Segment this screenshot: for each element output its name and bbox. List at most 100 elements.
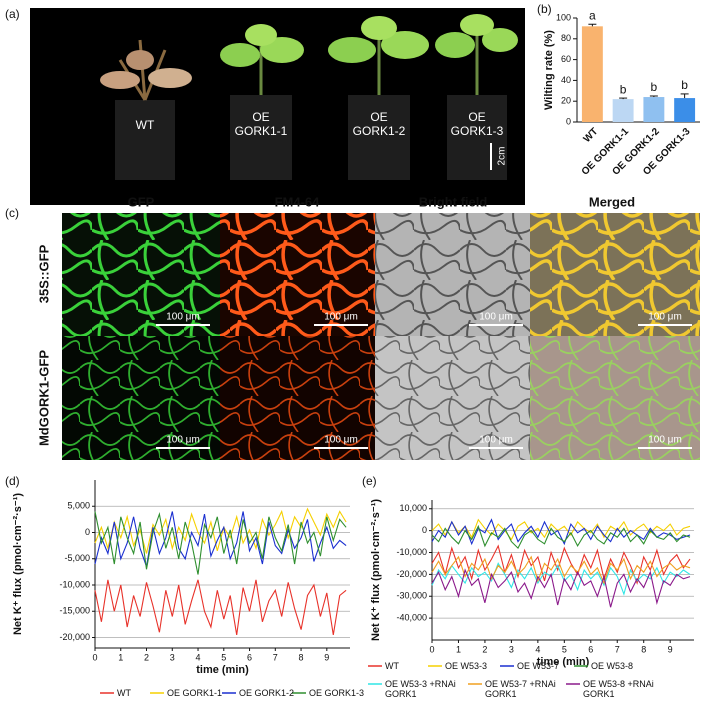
panel-label: (c) <box>5 206 19 220</box>
series-line <box>94 579 347 635</box>
x-tick-label: 0 <box>92 652 97 662</box>
scale-label: 100 μm <box>166 435 200 446</box>
significance-letter: a <box>589 8 596 22</box>
micrograph <box>530 213 700 336</box>
scale-label: 2cm <box>497 147 508 166</box>
x-tick-label: 3 <box>170 652 175 662</box>
y-tick-label: 0 <box>422 525 427 535</box>
significance-letter: b <box>681 78 688 92</box>
series-line <box>431 518 691 541</box>
series-line <box>431 555 691 585</box>
x-axis-label: time (min) <box>537 656 590 668</box>
y-axis-label: Net K⁺ flux (pmol·cm⁻²·s⁻¹) <box>370 499 382 641</box>
legend-label: OE GORK1-3 <box>309 688 365 698</box>
plant-label: OE GORK1-1 <box>234 110 288 138</box>
y-tick-label: -20,000 <box>396 569 427 579</box>
micrograph <box>62 213 220 336</box>
legend-label: WT <box>385 661 399 671</box>
scale-label: 100 μm <box>479 312 513 323</box>
series-line <box>431 562 691 596</box>
micrograph <box>220 213 375 336</box>
x-tick-label: 1 <box>118 652 123 662</box>
bar <box>612 99 634 122</box>
x-tick-label: 1 <box>456 644 461 654</box>
micrograph <box>375 336 530 460</box>
y-tick-label: -15,000 <box>59 606 90 616</box>
series-line <box>431 544 691 585</box>
y-tick-label: 5,000 <box>67 501 90 511</box>
bar <box>581 26 603 122</box>
x-tick-label: 6 <box>247 652 252 662</box>
y-tick-label: -40,000 <box>396 613 427 623</box>
column-header: GFP <box>128 194 155 209</box>
y-tick-label: -30,000 <box>396 591 427 601</box>
legend-label: OE W53-8 <box>591 661 634 671</box>
legend-label: OE W53-8 +RNAi GORK1 <box>583 679 654 699</box>
column-header: FM4-64 <box>275 194 321 209</box>
column-header: Bright field <box>419 194 488 209</box>
column-header: Merged <box>589 194 635 209</box>
scale-label: 100 μm <box>648 312 682 323</box>
x-tick-label: 0 <box>429 644 434 654</box>
x-tick-label: 2 <box>482 644 487 654</box>
panel-label: (b) <box>537 2 552 16</box>
x-tick-label: 8 <box>641 644 646 654</box>
panel-label: (a) <box>5 7 20 21</box>
x-tick-label: 5 <box>221 652 226 662</box>
plant-label: WT <box>135 118 155 132</box>
bar <box>674 98 696 122</box>
x-tick-label: 4 <box>535 644 540 654</box>
series-line <box>94 511 347 575</box>
panel-label: (e) <box>362 474 377 488</box>
legend-label: OE W53-7 <box>517 661 560 671</box>
y-tick-label: -5,000 <box>64 553 90 563</box>
legend-label: WT <box>117 688 131 698</box>
plants <box>100 14 518 180</box>
y-axis-label: Net K⁺ flux (pmol·cm⁻²·s⁻¹) <box>12 493 24 635</box>
y-tick-label: -20,000 <box>59 632 90 642</box>
plant-label: OE GORK1-2 <box>352 110 406 138</box>
y-axis-label: Wilting rate (%) <box>543 30 555 110</box>
row-label: 35S::GFP <box>36 244 51 303</box>
series-line <box>431 568 691 608</box>
x-tick-label: 4 <box>196 652 201 662</box>
legend-label: OE W53-3 <box>445 661 488 671</box>
y-tick-label: 60 <box>561 54 571 64</box>
x-tick-label: WT <box>582 126 601 145</box>
y-tick-label: -10,000 <box>59 579 90 589</box>
legend-label: OE W53-3 +RNAi GORK1 <box>385 679 456 699</box>
significance-letter: b <box>651 80 658 94</box>
x-axis-label: time (min) <box>196 664 249 676</box>
y-tick-label: 80 <box>561 33 571 43</box>
x-tick-label: 8 <box>299 652 304 662</box>
scale-label: 100 μm <box>648 435 682 446</box>
y-tick-label: -10,000 <box>396 547 427 557</box>
series-line <box>94 507 347 554</box>
x-tick-label: 5 <box>562 644 567 654</box>
micrograph <box>62 336 220 460</box>
x-tick-label: 2 <box>144 652 149 662</box>
scale-label: 100 μm <box>324 435 358 446</box>
series-line <box>431 524 691 550</box>
panel-label: (d) <box>5 474 20 488</box>
y-tick-label: 0 <box>85 527 90 537</box>
x-tick-label: 3 <box>509 644 514 654</box>
y-tick-label: 100 <box>556 12 571 22</box>
scale-label: 100 μm <box>479 435 513 446</box>
significance-letter: b <box>620 82 627 96</box>
x-tick-label: 9 <box>324 652 329 662</box>
series-line <box>431 518 691 546</box>
legend-label: OE GORK1-1 <box>167 688 223 698</box>
x-tick-label: 6 <box>588 644 593 654</box>
legend-label: OE W53-7 +RNAi GORK1 <box>485 679 556 699</box>
x-tick-label: 7 <box>273 652 278 662</box>
x-tick-label: 7 <box>615 644 620 654</box>
micrograph <box>220 336 375 460</box>
y-tick-label: 0 <box>566 116 571 126</box>
x-tick-label: 9 <box>668 644 673 654</box>
row-label: MdGORK1-GFP <box>36 350 51 446</box>
y-tick-label: 10,000 <box>399 503 427 513</box>
scale-label: 100 μm <box>166 312 200 323</box>
